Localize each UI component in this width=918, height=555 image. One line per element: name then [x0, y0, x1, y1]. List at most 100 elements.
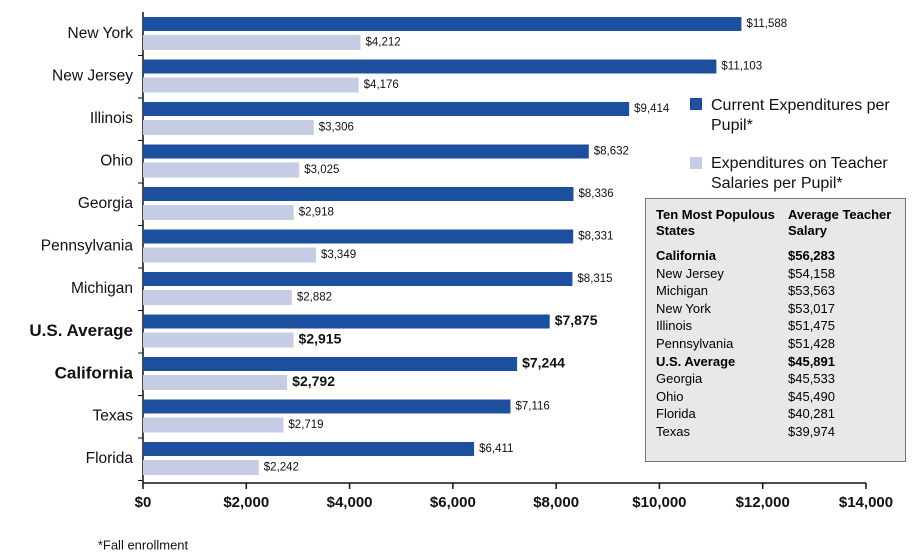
y-tick-label: Pennsylvania [41, 238, 134, 255]
y-tick-label: Florida [86, 450, 134, 467]
salary-table: Ten Most Populous States Average Teacher… [645, 198, 906, 462]
bar [143, 187, 574, 201]
x-tick-label: $10,000 [632, 494, 686, 511]
table-cell: $53,563 [788, 283, 835, 299]
x-tick-label: $12,000 [736, 494, 790, 511]
y-tick-label: Georgia [78, 195, 134, 212]
table-cell: New York [656, 300, 711, 316]
table-row: California $56,283 [656, 247, 905, 265]
value-label: $4,176 [364, 79, 399, 91]
table-cell: Pennsylvania [656, 335, 734, 351]
bar [143, 59, 717, 74]
table-cell: Michigan [656, 283, 709, 299]
table-cell: $53,017 [788, 300, 835, 316]
column-header: Ten Most Populous States [656, 207, 775, 238]
bar [143, 460, 259, 475]
y-tick-label: Illinois [90, 110, 133, 127]
value-label: $2,918 [299, 207, 334, 219]
table-cell: New Jersey [656, 265, 724, 281]
y-tick-label: Ohio [100, 153, 133, 170]
bar [143, 442, 475, 456]
y-tick-label: Texas [93, 408, 134, 425]
table-row: Michigan $53,563 [656, 282, 905, 300]
table-cell: Texas [656, 423, 690, 439]
bar [143, 357, 518, 371]
value-label: $7,875 [555, 312, 598, 328]
value-label: $6,411 [479, 443, 513, 455]
bar [143, 17, 742, 31]
table-cell: $51,475 [788, 318, 835, 334]
value-label: $7,116 [515, 401, 549, 413]
value-label: $8,315 [577, 273, 612, 285]
column-header: Average Teacher Salary [788, 207, 892, 238]
table-cell: $45,533 [788, 371, 835, 387]
value-label: $9,414 [634, 103, 670, 115]
value-label: $3,349 [321, 249, 356, 261]
x-tick-label: $2,000 [223, 494, 269, 511]
value-label: $2,792 [292, 373, 335, 389]
table-row: U.S. Average $45,891 [656, 353, 905, 371]
legend-label: Expenditures on Teacher Salaries per Pup… [711, 155, 888, 192]
value-label: $8,632 [594, 146, 629, 158]
bar [143, 144, 589, 159]
y-tick-label: New Jersey [52, 68, 133, 85]
table-row: Texas $39,974 [656, 423, 905, 441]
legend-label: Current Expenditures per Pupil* [711, 97, 890, 134]
bar [143, 247, 316, 263]
table-row: New Jersey $54,158 [656, 265, 905, 283]
bar [143, 375, 288, 390]
table-row: Florida $40,281 [656, 405, 905, 423]
table-cell: Illinois [656, 318, 693, 334]
table-cell: $45,891 [788, 353, 835, 369]
bar [143, 272, 573, 286]
table-cell: California [656, 248, 716, 263]
table-cell: $56,283 [788, 248, 835, 263]
bar [143, 229, 574, 244]
table-cell: $54,158 [788, 265, 835, 281]
bar [143, 399, 511, 414]
x-tick-label: $14,000 [839, 494, 893, 511]
bar [143, 417, 284, 433]
bar [143, 162, 300, 178]
table-cell: $45,490 [788, 388, 835, 404]
y-tick-label: U.S. Average [29, 321, 133, 340]
table-row: Georgia $45,533 [656, 370, 905, 388]
value-label: $4,212 [366, 37, 401, 49]
value-label: $3,025 [304, 164, 339, 176]
value-label: $2,242 [264, 462, 299, 474]
x-tick-label: $6,000 [430, 494, 476, 511]
bar [143, 77, 359, 93]
table-row: Illinois $51,475 [656, 317, 905, 335]
value-label: $2,882 [297, 292, 332, 304]
bar [143, 290, 292, 305]
table-row: Ohio $45,490 [656, 388, 905, 406]
bar [143, 120, 314, 135]
value-label: $3,306 [319, 122, 354, 134]
table-cell: Ohio [656, 388, 684, 404]
x-tick-label: $0 [135, 494, 152, 511]
table-cell: $40,281 [788, 406, 835, 422]
bar [143, 314, 550, 329]
value-label: $7,244 [522, 355, 565, 371]
value-label: $11,588 [746, 18, 787, 30]
value-label: $11,103 [721, 61, 762, 73]
x-tick-label: $8,000 [533, 494, 579, 511]
table-cell: Georgia [656, 371, 703, 387]
table-row: New York $53,017 [656, 300, 905, 318]
table-cell: Florida [656, 406, 696, 422]
value-label: $8,336 [578, 188, 613, 200]
value-label: $2,719 [288, 419, 323, 431]
bar [143, 102, 630, 116]
y-tick-label: California [55, 363, 134, 382]
value-label: $8,331 [578, 231, 613, 243]
bar [143, 205, 294, 220]
bar [143, 35, 361, 50]
legend-swatch [690, 157, 702, 169]
x-tick-label: $4,000 [327, 494, 373, 511]
table: Ten Most Populous States Average Teacher… [656, 207, 905, 441]
y-tick-label: New York [68, 25, 134, 42]
footnote: *Fall enrollment [98, 537, 189, 552]
table-cell: $39,974 [788, 423, 835, 439]
